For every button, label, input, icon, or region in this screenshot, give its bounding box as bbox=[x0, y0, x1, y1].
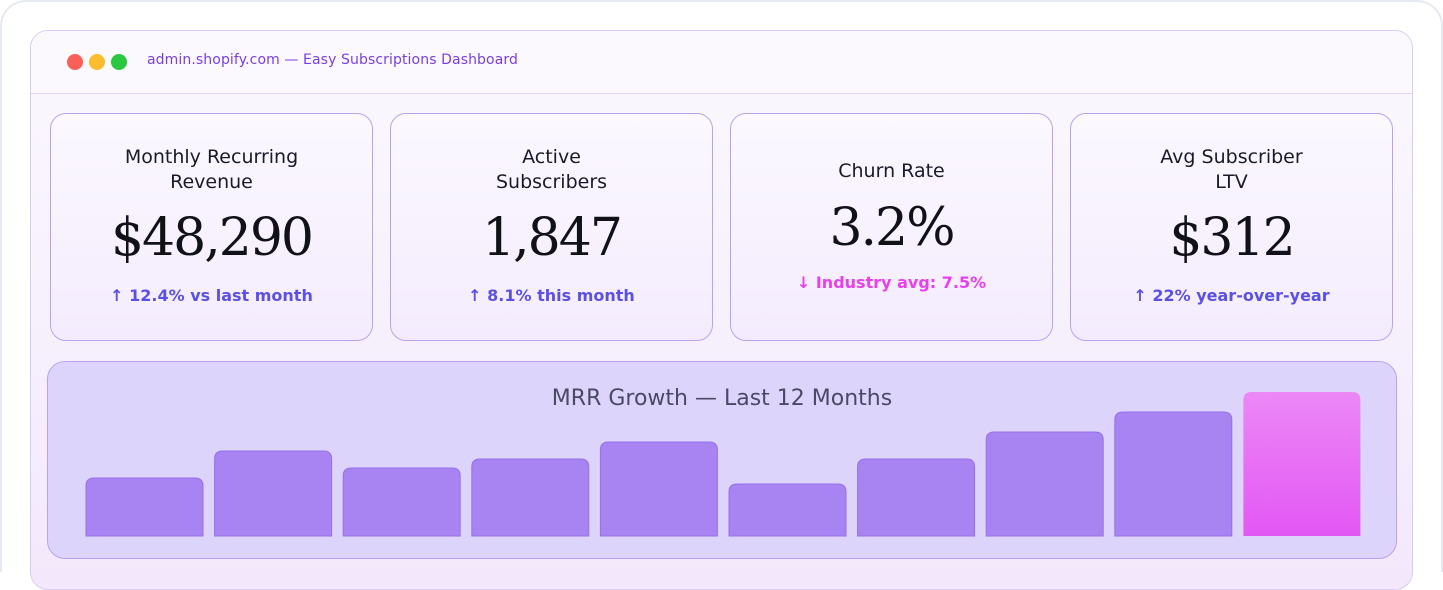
browser-window: admin.shopify.com — Easy Subscriptions D… bbox=[30, 30, 1413, 590]
card-title-line: Revenue bbox=[170, 171, 253, 193]
card-value: $312 bbox=[1169, 208, 1295, 268]
chart-bar bbox=[728, 483, 847, 537]
kpi-card-ltv: Avg Subscriber LTV $312 ↑ 22% year-over-… bbox=[1070, 113, 1393, 341]
card-title-line: Churn Rate bbox=[838, 160, 945, 182]
card-title-line: LTV bbox=[1215, 171, 1248, 193]
title-bar: admin.shopify.com — Easy Subscriptions D… bbox=[31, 31, 1412, 94]
chart-bar bbox=[985, 431, 1104, 537]
card-title-line: Active bbox=[522, 146, 581, 168]
card-title: Active Subscribers bbox=[391, 145, 712, 195]
chart-title: MRR Growth — Last 12 Months bbox=[551, 386, 893, 411]
card-title: Churn Rate bbox=[731, 159, 1052, 184]
mrr-bar-chart bbox=[85, 392, 1361, 537]
mrr-chart-panel: MRR Growth — Last 12 Months bbox=[47, 361, 1397, 559]
card-delta: ↑ 8.1% this month bbox=[468, 286, 635, 305]
minimize-window-button[interactable] bbox=[89, 54, 105, 70]
chart-bar-current bbox=[1243, 392, 1361, 536]
card-value: $48,290 bbox=[110, 208, 314, 268]
chart-bar bbox=[1114, 411, 1233, 537]
chart-bar bbox=[214, 450, 333, 537]
card-title-line: Avg Subscriber bbox=[1160, 146, 1303, 168]
card-delta: ↑ 12.4% vs last month bbox=[110, 286, 313, 305]
chart-bar bbox=[599, 441, 718, 537]
kpi-card-churn: Churn Rate 3.2% ↓ Industry avg: 7.5% bbox=[730, 113, 1053, 341]
chart-bar bbox=[471, 458, 590, 537]
maximize-window-button[interactable] bbox=[111, 54, 127, 70]
chart-bar bbox=[857, 458, 976, 537]
card-delta: ↓ Industry avg: 7.5% bbox=[796, 273, 987, 292]
card-delta: ↑ 22% year-over-year bbox=[1133, 286, 1330, 305]
card-title-line: Monthly Recurring bbox=[124, 146, 299, 168]
card-value: 1,847 bbox=[482, 208, 623, 268]
kpi-card-subscribers: Active Subscribers 1,847 ↑ 8.1% this mon… bbox=[390, 113, 713, 341]
card-title: Monthly Recurring Revenue bbox=[51, 145, 372, 195]
chart-bar bbox=[85, 477, 204, 537]
window-title: admin.shopify.com — Easy Subscriptions D… bbox=[147, 52, 518, 68]
kpi-card-mrr: Monthly Recurring Revenue $48,290 ↑ 12.4… bbox=[50, 113, 373, 341]
close-window-button[interactable] bbox=[67, 54, 83, 70]
chart-bar bbox=[342, 467, 461, 537]
card-title: Avg Subscriber LTV bbox=[1071, 145, 1392, 195]
card-value: 3.2% bbox=[829, 198, 955, 258]
card-title-line: Subscribers bbox=[495, 171, 608, 193]
